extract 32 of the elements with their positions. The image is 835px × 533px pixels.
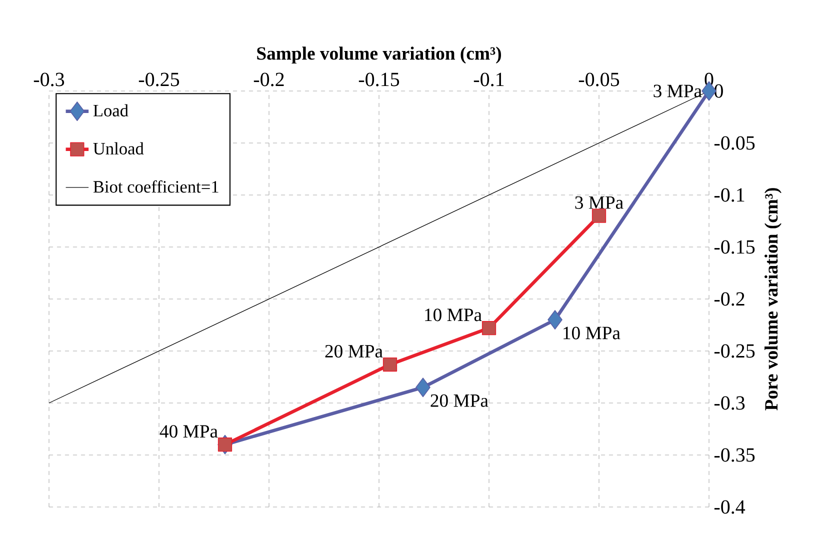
point (218, 438, 232, 452)
y-axis-title: Pore volume variation (cm³) (764, 188, 782, 410)
y-tick-label: -0.05 (714, 136, 755, 150)
y-tick-label: -0.15 (714, 240, 755, 254)
annotation: 40 MPa (160, 425, 218, 438)
annotation: 20 MPa (430, 394, 488, 407)
point (416, 378, 430, 398)
legend-label: Biot coefficient=1 (93, 180, 218, 193)
point (482, 321, 496, 336)
annotation: 10 MPa (564, 326, 620, 340)
annotation: 20 MPa (325, 344, 383, 358)
x-tick-label: -0.25 (138, 72, 180, 86)
x-tick-label: -0.3 (34, 72, 64, 86)
y-tick-label: -0.35 (714, 448, 755, 462)
y-tick-label: -0.3 (714, 396, 745, 410)
x-tick-label: -0.05 (578, 72, 620, 86)
annotation: 3 MPa (654, 84, 702, 98)
y-tick-label: -0.1 (714, 188, 744, 202)
annotation: 10 MPa (425, 308, 482, 322)
point (592, 208, 606, 223)
annotation: 3 MPa (575, 196, 624, 209)
x-tick-label: -0.1 (474, 72, 504, 86)
y-tick-label: -0.4 (714, 500, 746, 514)
x-axis-title: Sample volume variation (cm³) (257, 46, 501, 64)
point (548, 310, 562, 330)
x-tick-label: -0.2 (254, 72, 284, 86)
y-tick-label: -0.2 (714, 292, 744, 306)
x-tick-label: -0.15 (358, 72, 400, 86)
y-tick-label: -0.25 (714, 344, 755, 358)
point (382, 357, 398, 372)
legend-label: Load (93, 104, 128, 116)
legend-label: Unload (93, 142, 144, 154)
